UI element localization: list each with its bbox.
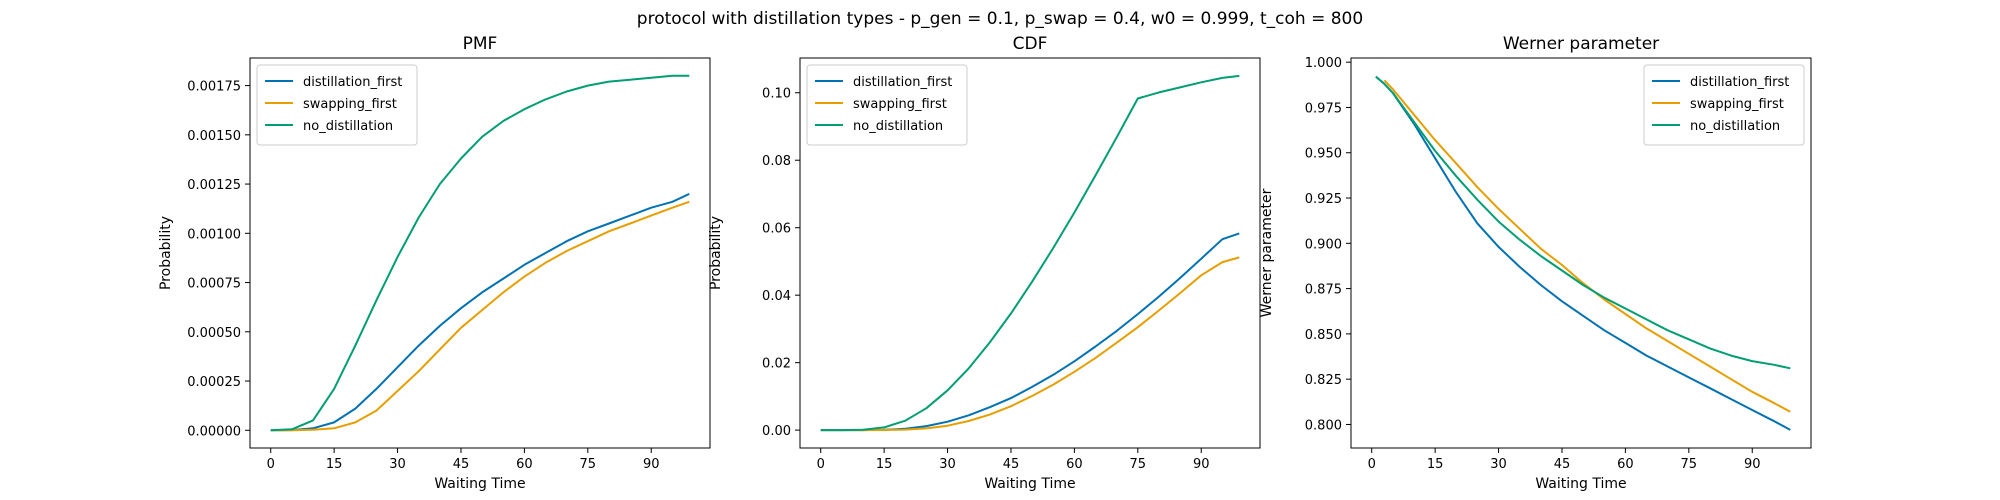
x-axis-label: Waiting Time [434, 476, 525, 492]
x-tick-label: 0 [267, 457, 275, 472]
x-tick-label: 45 [1003, 457, 1020, 472]
legend: distillation_first swapping_first no_disti… [806, 64, 968, 146]
series-line-distillation_first [820, 232, 1240, 432]
y-tick-label: 0.875 [1305, 283, 1342, 298]
series-line-no_distillation [270, 74, 690, 432]
y-tick-label: 0.825 [1305, 373, 1342, 388]
y-tick-label: 0.00000 [187, 424, 241, 439]
axes-frame [249, 57, 711, 449]
y-tick-label: 0.00075 [187, 277, 241, 292]
y-tick-label: 0.900 [1305, 237, 1342, 252]
panel-title: Werner parameter [1503, 34, 1659, 54]
y-tick-label: 0.850 [1305, 328, 1342, 343]
y-tick-label: 0.00125 [187, 178, 241, 193]
y-tick-label: 0.00100 [187, 227, 241, 242]
y-tick-label: 1.000 [1305, 56, 1342, 71]
x-tick-label: 15 [1427, 457, 1444, 472]
x-tick-label: 0 [1368, 457, 1376, 472]
y-axis-label: Probability [708, 216, 724, 290]
figure-suptitle: protocol with distillation types - p_gen… [637, 9, 1363, 29]
legend: distillation_first swapping_first no_disti… [1643, 64, 1805, 146]
legend-label-swapping_first: swapping_first [1690, 97, 1784, 112]
legend-label-no_distillation: no_distillation [303, 119, 393, 134]
x-tick-label: 15 [876, 457, 893, 472]
legend-label-swapping_first: swapping_first [303, 97, 397, 112]
x-tick-label: 0 [817, 457, 825, 472]
axes-frame [799, 57, 1261, 449]
x-tick-label: 90 [1193, 457, 1210, 472]
series-line-swapping_first [270, 200, 690, 432]
legend-label-no_distillation: no_distillation [853, 119, 943, 134]
series-line-swapping_first [1383, 79, 1791, 413]
panels: PMF 0 15 30 45 60 75 90 0.00000 0.00025 0.00050 0.0… [158, 34, 1812, 492]
legend-label-swapping_first: swapping_first [853, 97, 947, 112]
panel-title: CDF [1013, 34, 1048, 54]
panel-title: PMF [463, 34, 498, 54]
y-axis-label: Werner parameter [1259, 188, 1275, 317]
x-tick-label: 60 [516, 457, 533, 472]
x-tick-label: 45 [1554, 457, 1571, 472]
y-axis-label: Probability [158, 216, 174, 290]
y-tick-label: 0.00025 [187, 375, 241, 390]
legend-label-distillation_first: distillation_first [853, 75, 952, 90]
legend-label-distillation_first: distillation_first [303, 75, 402, 90]
panel-1: CDF 0 15 30 45 60 75 90 0.00 0.02 0.04 0.06 0.08 0.10… [708, 34, 1261, 492]
y-tick-label: 0.950 [1305, 147, 1342, 162]
legend-box [256, 64, 418, 146]
y-tick-label: 0.00150 [187, 129, 241, 144]
x-tick-label: 90 [643, 457, 660, 472]
x-tick-label: 90 [1744, 457, 1761, 472]
series-line-swapping_first [820, 256, 1240, 432]
axes-frame [1350, 57, 1812, 449]
x-axis-label: Waiting Time [1535, 476, 1626, 492]
legend-label-no_distillation: no_distillation [1690, 119, 1780, 134]
y-tick-label: 0.08 [762, 154, 791, 169]
x-tick-label: 60 [1617, 457, 1634, 472]
y-tick-label: 0.02 [762, 357, 791, 372]
legend: distillation_first swapping_first no_disti… [256, 64, 418, 146]
y-tick-label: 0.10 [762, 87, 791, 102]
x-tick-label: 30 [939, 457, 956, 472]
x-tick-label: 75 [580, 457, 597, 472]
series-line-no_distillation [1375, 75, 1791, 370]
x-tick-label: 45 [453, 457, 470, 472]
y-tick-label: 0.975 [1305, 101, 1342, 116]
series-line-distillation_first [1375, 75, 1791, 431]
y-tick-label: 0.04 [762, 289, 791, 304]
x-tick-label: 15 [326, 457, 343, 472]
y-tick-label: 0.06 [762, 222, 791, 237]
y-tick-label: 0.925 [1305, 192, 1342, 207]
series-line-distillation_first [270, 192, 690, 432]
x-tick-label: 75 [1681, 457, 1698, 472]
x-tick-label: 60 [1066, 457, 1083, 472]
y-tick-label: 0.00175 [187, 80, 241, 95]
x-tick-label: 75 [1130, 457, 1147, 472]
y-tick-label: 0.00050 [187, 326, 241, 341]
x-tick-label: 30 [389, 457, 406, 472]
x-axis-label: Waiting Time [984, 476, 1075, 492]
y-tick-label: 0.00 [762, 424, 791, 439]
panel-0: PMF 0 15 30 45 60 75 90 0.00000 0.00025 0.00050 0.0… [158, 34, 711, 492]
y-tick-label: 0.800 [1305, 418, 1342, 433]
series-line-no_distillation [820, 74, 1240, 432]
panel-2: Werner parameter 0 15 30 45 60 75 90 0.800 0.825 0… [1259, 34, 1812, 492]
legend-box [1643, 64, 1805, 146]
legend-box [806, 64, 968, 146]
x-tick-label: 30 [1490, 457, 1507, 472]
legend-label-distillation_first: distillation_first [1690, 75, 1789, 90]
